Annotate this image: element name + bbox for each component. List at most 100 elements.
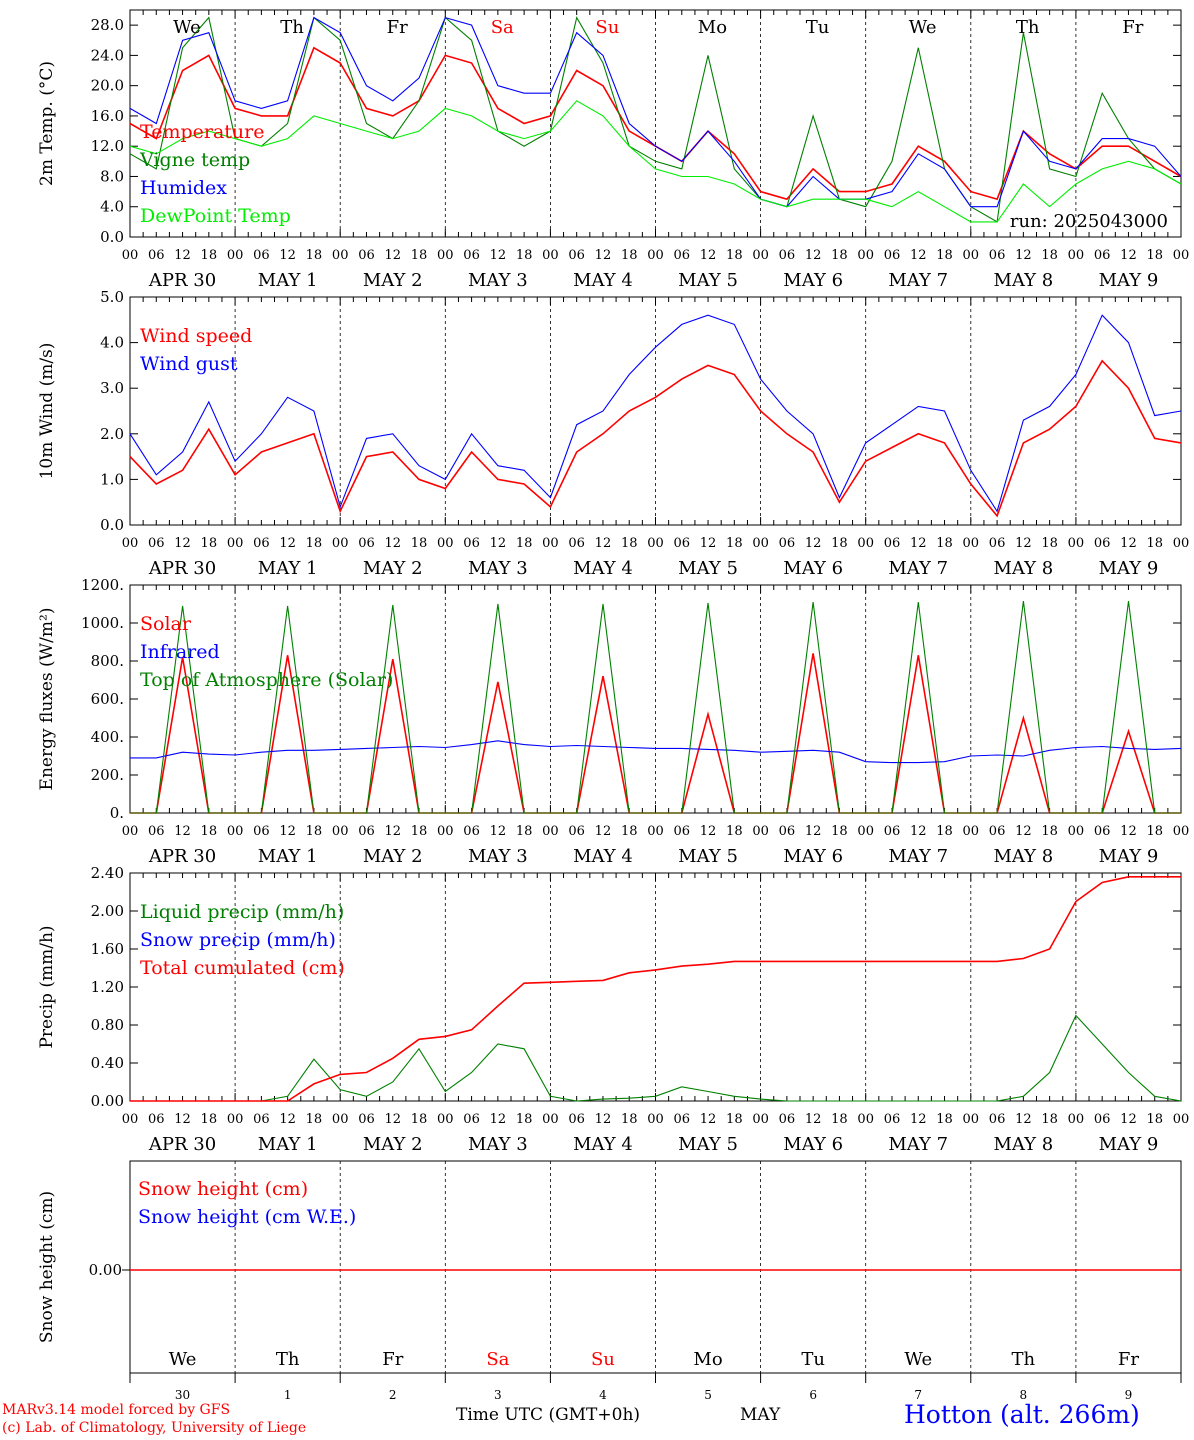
x-date-label: MAY 1: [258, 846, 318, 867]
y-tick-label: 20.0: [91, 77, 124, 95]
x-date-label: MAY 9: [1099, 558, 1159, 579]
x-hour-label: 06: [148, 248, 165, 263]
x-hour-label: 12: [279, 1112, 296, 1127]
x-hour-label: 06: [1094, 824, 1111, 839]
legend-entry: Solar: [140, 613, 192, 635]
x-hour-label: 12: [805, 1112, 822, 1127]
x-hour-label: 00: [1173, 248, 1190, 263]
y-tick-label: 200.: [91, 766, 124, 784]
series-wind-speed-line: [129, 359, 1182, 518]
x-date-label: MAY 3: [468, 1134, 528, 1155]
x-hour-label: 06: [989, 1112, 1006, 1127]
x-hour-label: 06: [1094, 536, 1111, 551]
x-hour-label: 18: [1146, 248, 1163, 263]
x-date-label: MAY 4: [573, 1134, 633, 1155]
x-date-label: MAY 8: [993, 1134, 1053, 1155]
x-hour-label: 00: [1173, 824, 1190, 839]
x-hour-label: 06: [253, 536, 270, 551]
footer-credit-line: (c) Lab. of Climatology, University of L…: [2, 1420, 307, 1436]
x-date-label: MAY 9: [1099, 846, 1159, 867]
x-hour-label: 12: [384, 248, 401, 263]
x-hour-label: 18: [831, 536, 848, 551]
x-hour-label: 06: [674, 1112, 691, 1127]
y-tick-label: 28.0: [91, 16, 124, 34]
x-hour-label: 12: [384, 1112, 401, 1127]
series-total-cumulated-cm-line: [130, 875, 1181, 1102]
x-hour-label: 18: [726, 248, 743, 263]
y-axis-title: 10m Wind (m/s): [37, 343, 57, 480]
x-date-label: MAY 3: [468, 558, 528, 579]
month-label: MAY: [740, 1405, 781, 1425]
x-hour-label: 18: [516, 536, 533, 551]
x-hour-label: 00: [752, 1112, 769, 1127]
x-hour-label: 00: [1068, 248, 1085, 263]
x-hour-label: 06: [989, 824, 1006, 839]
x-date-label: MAY 8: [993, 270, 1053, 291]
x-hour-label: 12: [1015, 1112, 1032, 1127]
weekday-label: Th: [1016, 17, 1040, 38]
legend-entry: Snow height (cm): [138, 1178, 308, 1200]
x-date-label: MAY 7: [888, 558, 948, 579]
x-hour-label: 00: [647, 824, 664, 839]
x-date-label: MAY 6: [783, 558, 843, 579]
x-hour-label: 06: [1094, 1112, 1111, 1127]
x-hour-label: 06: [148, 536, 165, 551]
x-hour-label: 06: [779, 248, 796, 263]
y-tick-label: 24.0: [91, 46, 124, 64]
x-hour-label: 00: [332, 536, 349, 551]
x-hour-label: 06: [148, 824, 165, 839]
x-hour-label: 00: [857, 824, 874, 839]
x-date-label: MAY 8: [993, 558, 1053, 579]
x-hour-label: 12: [384, 536, 401, 551]
series-humidex-line: [129, 16, 1182, 208]
x-hour-label: 12: [595, 1112, 612, 1127]
y-tick-label: 0.0: [100, 516, 124, 534]
station-title: Hotton (alt. 266m): [904, 1400, 1140, 1429]
x-hour-label: 12: [910, 248, 927, 263]
x-date-label: MAY 6: [783, 270, 843, 291]
x-hour-label: 06: [358, 536, 375, 551]
x-hour-label: 00: [227, 1112, 244, 1127]
x-hour-label: 06: [884, 536, 901, 551]
weekday-label: Mo: [693, 1349, 722, 1370]
x-hour-label: 06: [1094, 248, 1111, 263]
x-hour-label: 00: [227, 824, 244, 839]
x-hour-label: 00: [122, 536, 139, 551]
x-hour-label: 12: [910, 1112, 927, 1127]
x-hour-label: 00: [332, 248, 349, 263]
x-hour-label: 18: [1146, 536, 1163, 551]
x-hour-label: 18: [936, 248, 953, 263]
x-hour-label: 18: [201, 536, 218, 551]
x-hour-label: 06: [568, 1112, 585, 1127]
x-hour-label: 00: [332, 1112, 349, 1127]
x-hour-label: 06: [989, 536, 1006, 551]
panel-1: 2m Temp. (°C): [37, 9, 1182, 238]
y-tick-label: 1.20: [91, 978, 124, 996]
x-hour-label: 06: [568, 248, 585, 263]
panel-3: Energy fluxes (W/m²): [37, 584, 1182, 814]
x-hour-label: 18: [201, 1112, 218, 1127]
legend-entry: Wind speed: [140, 325, 252, 347]
x-axis-title: Time UTC (GMT+0h): [456, 1405, 641, 1425]
x-hour-label: 12: [700, 248, 717, 263]
x-date-label: MAY 4: [573, 558, 633, 579]
x-hour-label: 06: [884, 824, 901, 839]
x-hour-label: 00: [963, 1112, 980, 1127]
x-hour-label: 12: [805, 536, 822, 551]
x-hour-label: 18: [516, 248, 533, 263]
weekday-label: Th: [276, 1349, 300, 1370]
y-tick-label: 0.40: [91, 1054, 124, 1072]
day-number-label: 30: [175, 1388, 190, 1402]
x-date-label: MAY 3: [468, 846, 528, 867]
x-hour-label: 06: [989, 248, 1006, 263]
series-dewpoint-temp-line: [129, 100, 1182, 223]
x-hour-label: 00: [647, 248, 664, 263]
x-hour-label: 12: [1120, 824, 1137, 839]
weekday-label: Su: [595, 17, 619, 38]
x-hour-label: 00: [122, 248, 139, 263]
legend-entry: Temperature: [140, 121, 264, 143]
x-hour-label: 12: [700, 824, 717, 839]
x-hour-label: 18: [306, 824, 323, 839]
x-hour-label: 06: [463, 536, 480, 551]
x-date-label: APR 30: [148, 1134, 216, 1155]
